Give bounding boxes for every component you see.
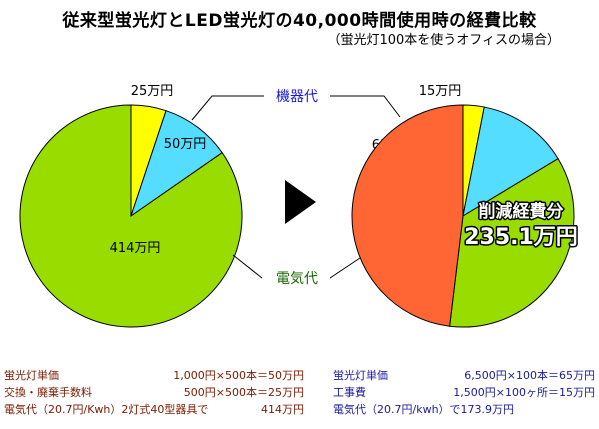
- pie-slice: [19, 104, 243, 328]
- detail-row: 蛍光灯単価 6,500円×100本＝65万円: [333, 367, 595, 384]
- detail-row: 蛍光灯単価 1,000円×500本＝50万円: [4, 367, 304, 384]
- detail-value: 500円×500本＝25万円: [183, 386, 304, 399]
- comparison-pie-charts: 25万円 50万円 414万円 15万円65万円173.9万円 機器代 電気代 削減…: [19, 84, 579, 328]
- pie-slice-label: 15万円: [419, 84, 462, 99]
- detail-row: 工事費 1,500円×100ヶ所＝15万円: [333, 384, 595, 401]
- detail-value: 6,500円×100本＝65万円: [464, 369, 595, 382]
- page-title: 従来型蛍光灯とLED蛍光灯の40,000時間使用時の経費比較: [62, 11, 537, 31]
- detail-row: 電気代（20.7円/kwh）で173.9万円: [333, 401, 595, 418]
- detail-row: 交換・廃棄手数料 500円×500本＝25万円: [4, 384, 304, 401]
- detail-label: 工事費: [333, 386, 366, 399]
- pie-slice-label: 25万円: [131, 84, 174, 99]
- pie-slice-label: 414万円: [110, 241, 161, 256]
- callout-line-electricity-right: [329, 257, 361, 279]
- pie-slice: [462, 106, 559, 218]
- led-pie-chart: 15万円65万円173.9万円: [351, 84, 575, 328]
- callout-line-equipment-right: [330, 95, 401, 118]
- detail-label: 電気代（20.7円/Kwh）2灯式40型器具で: [4, 403, 209, 416]
- conventional-details-panel: 従来型蛍光灯 蛍光灯単価 1,000円×500本＝50万円 交換・廃棄手数料 5…: [4, 346, 304, 418]
- electricity-callout-label: 電気代: [276, 271, 318, 287]
- page-subtitle: （蛍光灯100本を使うオフィスの場合）: [327, 33, 560, 48]
- pie-slice: [130, 110, 223, 218]
- led-panel-title: LED蛍光灯: [333, 344, 421, 364]
- reduction-value: 235.1万円: [464, 225, 578, 250]
- detail-label: 電気代（20.7円/kwh）で173.9万円: [333, 403, 515, 416]
- callout-lines: [191, 95, 401, 279]
- detail-label: 交換・廃棄手数料: [4, 386, 92, 399]
- detail-value: 414万円: [261, 403, 304, 416]
- detail-label: 蛍光灯単価: [4, 369, 59, 382]
- arrow-right-icon: [285, 180, 316, 224]
- equipment-callout-label: 機器代: [276, 89, 318, 105]
- reduction-label: 削減経費分: [479, 201, 564, 222]
- conventional-panel-title: 従来型蛍光灯: [4, 344, 106, 364]
- led-details-panel: LED蛍光灯 蛍光灯単価 6,500円×100本＝65万円 工事費 1,500円…: [333, 346, 595, 418]
- pie-slice-label: 50万円: [164, 137, 207, 152]
- callout-line-electricity-left: [232, 254, 263, 279]
- detail-label: 蛍光灯単価: [333, 369, 388, 382]
- callout-line-equipment-left: [191, 95, 264, 121]
- pie-slice: [351, 104, 464, 327]
- detail-value: [514, 401, 595, 418]
- conventional-pie-chart: 25万円 50万円 414万円: [19, 84, 243, 328]
- pie-slice: [449, 157, 575, 328]
- detail-row: 電気代（20.7円/Kwh）2灯式40型器具で 414万円: [4, 401, 304, 418]
- detail-value: 1,000円×500本＝50万円: [173, 369, 304, 382]
- detail-value: 1,500円×100ヶ所＝15万円: [453, 386, 595, 399]
